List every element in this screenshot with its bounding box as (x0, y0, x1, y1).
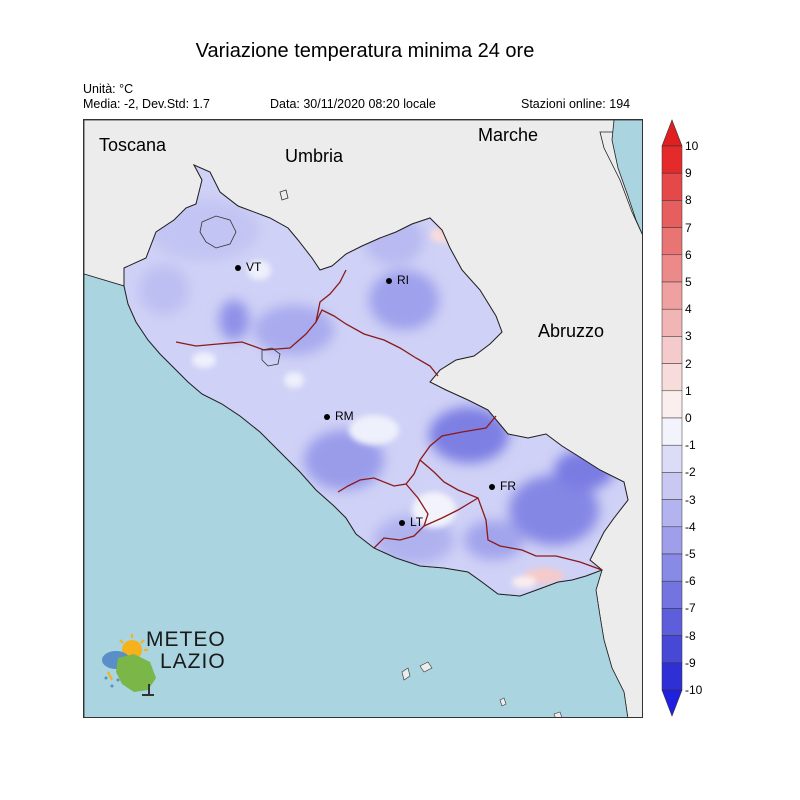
city-label-fr: FR (500, 479, 516, 493)
legend-swatch (661, 553, 683, 582)
legend-tick-label: 9 (685, 166, 692, 181)
islands (401, 661, 562, 717)
legend-swatch (661, 499, 683, 528)
legend-tick-label: 10 (685, 139, 699, 153)
meteo-lazio-logo: METEO LAZIO (98, 628, 248, 700)
legend-tick-label: -7 (685, 601, 696, 616)
date-label: Data: 30/11/2020 08:20 locale (270, 97, 436, 111)
stations-label: Stazioni online: 194 (521, 97, 631, 111)
legend-swatch (661, 200, 683, 228)
logo-icon (102, 634, 156, 696)
region-label-marche: Marche (478, 125, 539, 145)
legend-tick-label: -9 (685, 655, 696, 670)
legend-tick-label: 0 (685, 411, 692, 425)
region-label-umbria: Umbria (285, 146, 344, 166)
city-dot (235, 264, 241, 271)
legend-tick-label: 2 (685, 356, 692, 371)
legend-tick-label: -8 (685, 628, 696, 643)
city-dot (399, 519, 405, 526)
adriatic-sea (611, 120, 642, 235)
legend-tick-label: 3 (685, 329, 692, 344)
legend-swatch (661, 580, 683, 609)
legend-swatch (661, 526, 683, 555)
legend-tick-label: 1 (685, 383, 692, 398)
city-ri: RI (386, 273, 409, 287)
legend-swatch (661, 308, 683, 337)
legend-bar (661, 119, 683, 717)
city-vt: VT (235, 260, 261, 274)
legend-tick-label: -4 (685, 519, 696, 534)
city-label-lt: LT (410, 515, 424, 529)
logo-text-line2: LAZIO (160, 650, 226, 673)
legend-swatch (661, 472, 683, 500)
legend-swatch (661, 390, 683, 419)
region-label-abruzzo: Abruzzo (538, 321, 605, 341)
unit-label: Unità: °C (83, 82, 134, 96)
city-fr: FR (489, 479, 516, 493)
legend-swatch (661, 227, 683, 256)
city-lt: LT (399, 515, 423, 529)
legend-swatch (661, 172, 683, 201)
legend-swatch (661, 145, 683, 174)
legend-swatch (661, 281, 683, 310)
stats-label: Media: -2, Dev.Std: 1.7 (83, 97, 210, 111)
city-dot (324, 413, 330, 420)
city-label-rm: RM (335, 409, 354, 423)
legend-arrow-max (661, 119, 683, 147)
legend-tick-label: 7 (685, 220, 692, 235)
city-rm: RM (324, 409, 354, 423)
legend-swatch (661, 363, 683, 392)
legend-tick-label: 5 (685, 275, 692, 289)
map-svg (84, 120, 642, 717)
legend-tick-label: -1 (685, 438, 696, 453)
legend-tick-label: 6 (685, 247, 692, 262)
map-area (83, 119, 643, 718)
legend-tick-label: -6 (685, 574, 696, 589)
city-dot (386, 277, 392, 284)
legend-swatch (661, 417, 683, 446)
color-legend: 10 9 8 7 6 5 4 3 2 1 0 -1 -2 -3 -4 -5 -6 -7 -8 -9 -10 (660, 118, 726, 718)
map-title: Variazione temperatura minima 24 ore (195, 40, 535, 62)
legend-arrow-min (661, 689, 683, 717)
legend-swatch (661, 635, 683, 664)
lazio-border (123, 163, 629, 597)
city-label-vt: VT (246, 260, 262, 274)
legend-tick-label: 8 (685, 193, 692, 208)
legend-swatch (661, 662, 683, 691)
legend-tick-label: -3 (685, 492, 696, 507)
logo-text-line1: METEO (146, 628, 226, 651)
province-borders (175, 269, 603, 571)
legend-tick-label: 4 (685, 302, 692, 317)
legend-swatch (661, 444, 683, 473)
legend-swatch (661, 608, 683, 636)
city-label-ri: RI (397, 273, 409, 287)
legend-swatch (661, 254, 683, 283)
legend-swatch (661, 336, 683, 364)
region-label-toscana: Toscana (99, 135, 167, 155)
city-dot (489, 483, 495, 490)
lakes (199, 189, 289, 367)
legend-tick-label: -2 (685, 465, 696, 480)
legend-tick-label: -5 (685, 547, 696, 561)
legend-tick-label: -10 (685, 683, 703, 697)
